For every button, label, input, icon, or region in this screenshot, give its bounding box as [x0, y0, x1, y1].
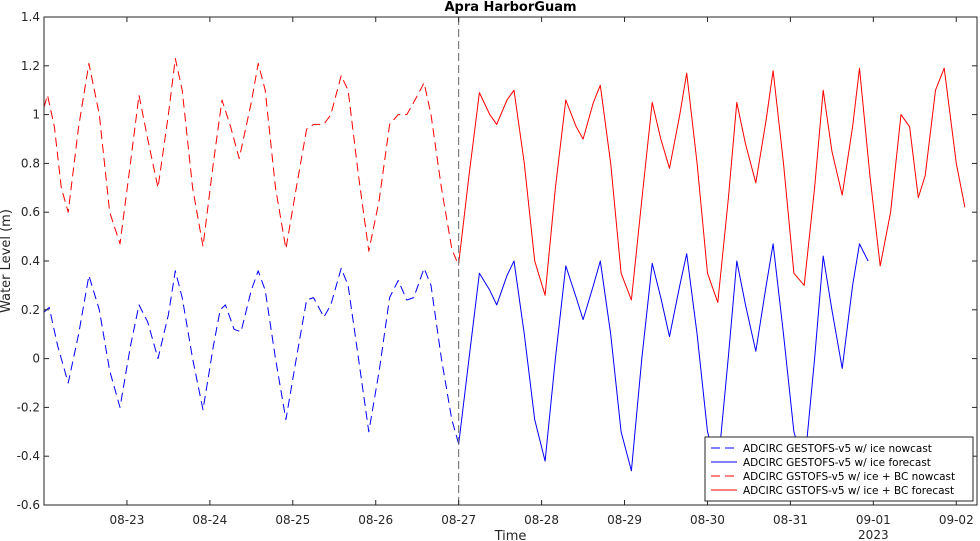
- x-tick-label: 08-28: [524, 513, 559, 527]
- legend-label-1: ADCIRC GESTOFS-v5 w/ ice nowcast: [743, 443, 932, 455]
- y-tick-label: 1.2: [21, 59, 40, 73]
- y-axis-label: Water Level (m): [0, 209, 14, 313]
- y-tick-label: -0.4: [17, 449, 40, 463]
- y-tick-label: -0.6: [17, 498, 40, 512]
- x-axis-year-label: 2023: [858, 528, 889, 541]
- x-tick-label: 08-24: [192, 513, 227, 527]
- y-tick-label: 0.6: [21, 205, 40, 219]
- y-tick-label: 1: [32, 108, 40, 122]
- y-tick-label: 1.4: [21, 10, 40, 24]
- x-tick-label: 09-02: [939, 513, 974, 527]
- y-tick-label: 0: [32, 352, 40, 366]
- y-tick-label: 0.4: [21, 254, 40, 268]
- x-tick-label: 08-29: [607, 513, 642, 527]
- x-tick-label: 08-23: [109, 513, 144, 527]
- legend: ADCIRC GESTOFS-v5 w/ ice nowcast ADCIRC G…: [704, 436, 974, 502]
- chart-title: Apra HarborGuam: [444, 0, 576, 15]
- x-tick-label: 08-25: [275, 513, 310, 527]
- x-tick-label: 08-31: [773, 513, 808, 527]
- y-tick-label: -0.2: [17, 400, 40, 414]
- axes: -0.6 -0.4 -0.2 0 0.2 0.4 0.6 0.8 1 1.2 1.4 08-23 08-…: [17, 10, 978, 527]
- x-tick-label: 08-30: [690, 513, 725, 527]
- x-tick-label: 09-01: [856, 513, 891, 527]
- x-axis-label: Time: [494, 529, 527, 541]
- series-line-3: [43, 58, 460, 267]
- x-tick-label: 08-26: [358, 513, 393, 527]
- legend-label-3: ADCIRC GSTOFS-v5 w/ ice + BC nowcast: [743, 471, 955, 483]
- y-tick-label: 0.8: [21, 156, 40, 170]
- legend-box: [704, 436, 974, 502]
- legend-label-2: ADCIRC GESTOFS-v5 w/ ice forecast: [743, 457, 931, 469]
- legend-label-4: ADCIRC GSTOFS-v5 w/ ice + BC forecast: [743, 485, 954, 497]
- series-line-4: [458, 67, 966, 303]
- x-tick-label: 08-27: [441, 513, 476, 527]
- y-tick-label: 0.2: [21, 303, 40, 317]
